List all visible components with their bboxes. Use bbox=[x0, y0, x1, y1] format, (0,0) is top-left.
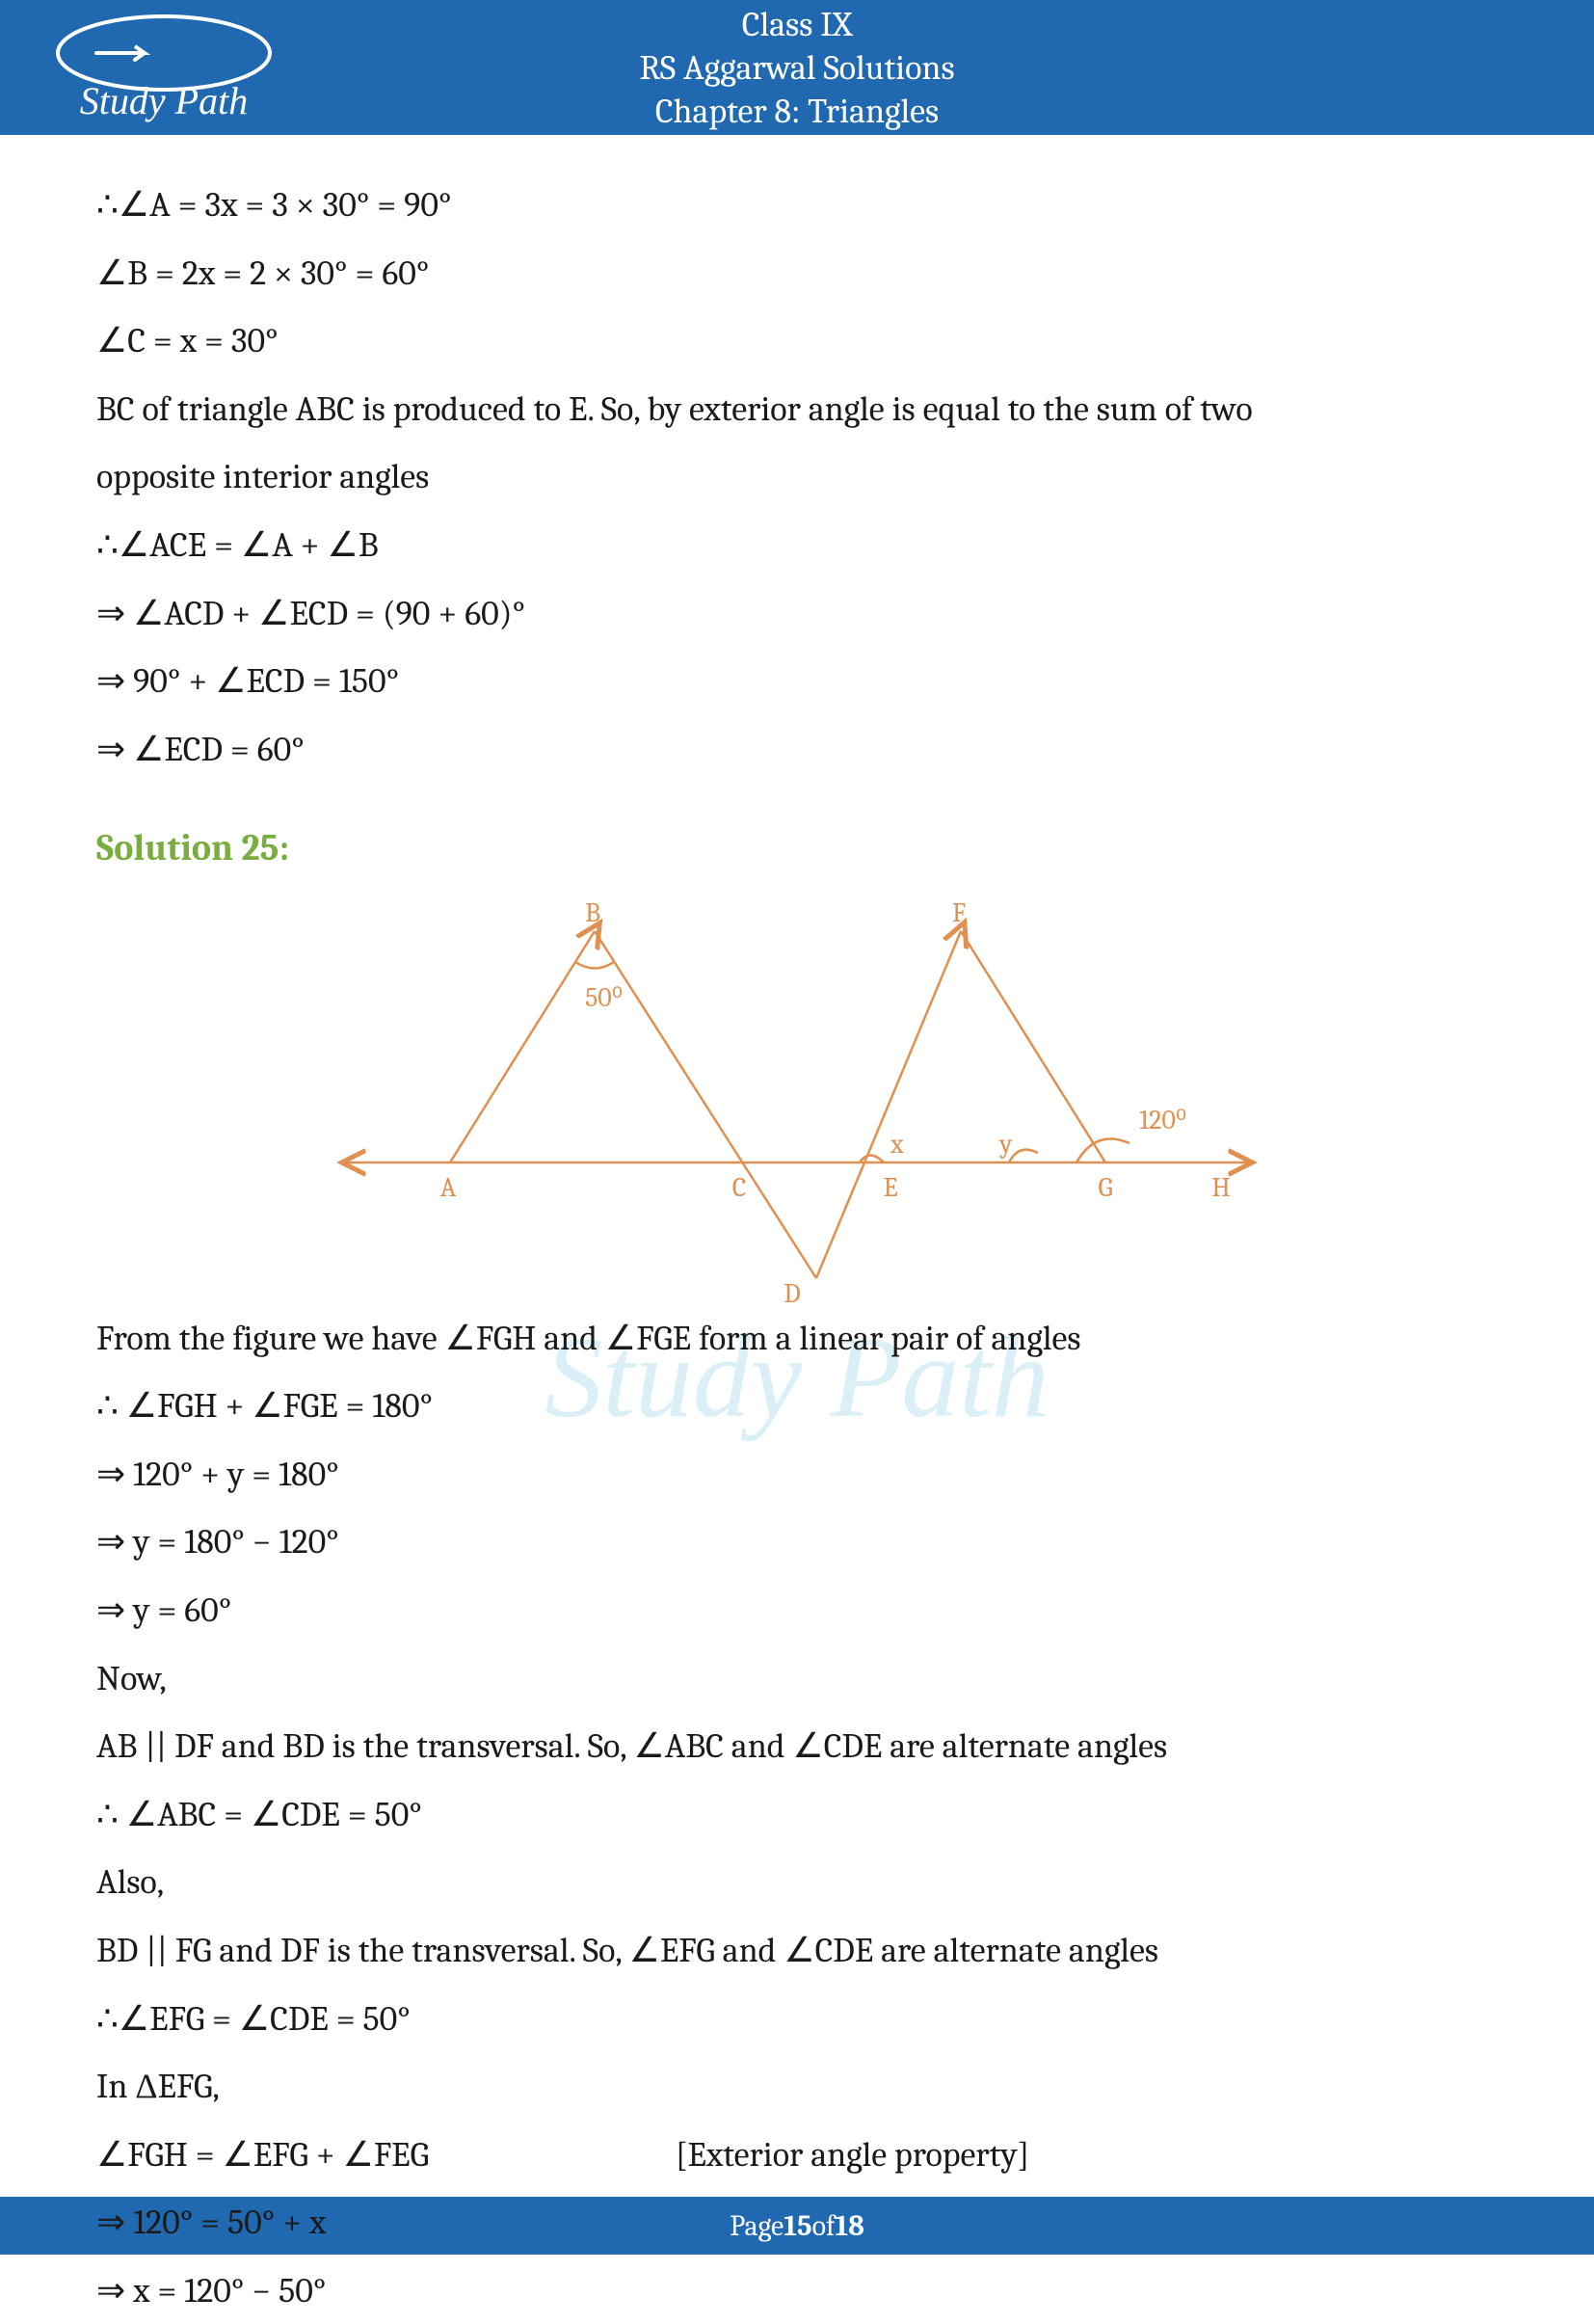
s1-l4: BC of triangle ABC is produced to E. So,… bbox=[96, 378, 1498, 442]
s2-l14: ⇒ 120° = 50° + x bbox=[96, 2191, 1498, 2256]
geometry-diagram: B F A C E G H D 50⁰ x y 120⁰ bbox=[325, 893, 1269, 1307]
label-A: A bbox=[440, 1172, 457, 1203]
s2-l10: BD || FG and DF is the transversal. So, … bbox=[96, 1919, 1498, 1984]
s2-l7: AB || DF and BD is the transversal. So, … bbox=[96, 1715, 1498, 1779]
s2-l5: ⇒ y = 60° bbox=[96, 1579, 1498, 1643]
s2-l11: ∴∠EFG = ∠CDE = 50° bbox=[96, 1988, 1498, 2052]
page-container: Study Path Class IX RS Aggarwal Solution… bbox=[0, 0, 1594, 2255]
angle-y: y bbox=[998, 1129, 1013, 1160]
book-line: RS Aggarwal Solutions bbox=[639, 46, 954, 90]
s2-l2: ∴ ∠FGH + ∠FGE = 180° bbox=[96, 1375, 1498, 1439]
s1-l3: ∠C = x = 30° bbox=[96, 309, 1498, 374]
s2-l6: Now, bbox=[96, 1647, 1498, 1712]
s2-l12: In ΔEFG, bbox=[96, 2055, 1498, 2120]
page-header: Study Path Class IX RS Aggarwal Solution… bbox=[0, 0, 1594, 135]
logo-text: Study Path bbox=[80, 79, 248, 122]
s2-l9: Also, bbox=[96, 1851, 1498, 1915]
class-line: Class IX bbox=[639, 3, 954, 46]
s2-l8: ∴ ∠ABC = ∠CDE = 50° bbox=[96, 1783, 1498, 1848]
label-F: F bbox=[952, 897, 966, 928]
s2-l4: ⇒ y = 180° − 120° bbox=[96, 1510, 1498, 1575]
s1-l5: opposite interior angles bbox=[96, 445, 1498, 510]
s1-l8: ⇒ 90° + ∠ECD = 150° bbox=[96, 650, 1498, 714]
label-H: H bbox=[1211, 1172, 1231, 1203]
label-G: G bbox=[1098, 1172, 1112, 1203]
s2-l13b: [Exterior angle property] bbox=[676, 2135, 1029, 2175]
label-B: B bbox=[585, 897, 600, 928]
s1-l9: ⇒ ∠ECD = 60° bbox=[96, 718, 1498, 783]
study-path-logo: Study Path bbox=[39, 10, 289, 125]
content-body: ∴∠A = 3x = 3 × 30° = 90° ∠B = 2x = 2 × 3… bbox=[0, 135, 1594, 2324]
angle-120: 120⁰ bbox=[1139, 1105, 1186, 1135]
s2-l1: From the figure we have ∠FGH and ∠FGE fo… bbox=[96, 1307, 1498, 1372]
s1-l6: ∴∠ACE = ∠A + ∠B bbox=[96, 514, 1498, 578]
solution-25-heading: Solution 25: bbox=[96, 815, 1498, 882]
label-E: E bbox=[883, 1172, 897, 1203]
s1-l1: ∴∠A = 3x = 3 × 30° = 90° bbox=[96, 174, 1498, 238]
s2-l3: ⇒ 120° + y = 180° bbox=[96, 1443, 1498, 1508]
label-C: C bbox=[732, 1172, 747, 1203]
label-D: D bbox=[784, 1278, 801, 1307]
s2-l13a: ∠FGH = ∠EFG + ∠FEG bbox=[96, 2135, 429, 2175]
s2-l15: ⇒ x = 120° − 50° bbox=[96, 2259, 1498, 2324]
chapter-line: Chapter 8: Triangles bbox=[639, 90, 954, 133]
header-title-block: Class IX RS Aggarwal Solutions Chapter 8… bbox=[639, 3, 954, 133]
angle-50: 50⁰ bbox=[585, 982, 623, 1013]
s1-l7: ⇒ ∠ACD + ∠ECD = (90 + 60)° bbox=[96, 582, 1498, 647]
s2-l13: ∠FGH = ∠EFG + ∠FEG [Exterior angle prope… bbox=[96, 2124, 1498, 2188]
s1-l2: ∠B = 2x = 2 × 30° = 60° bbox=[96, 242, 1498, 307]
angle-x: x bbox=[890, 1129, 904, 1160]
